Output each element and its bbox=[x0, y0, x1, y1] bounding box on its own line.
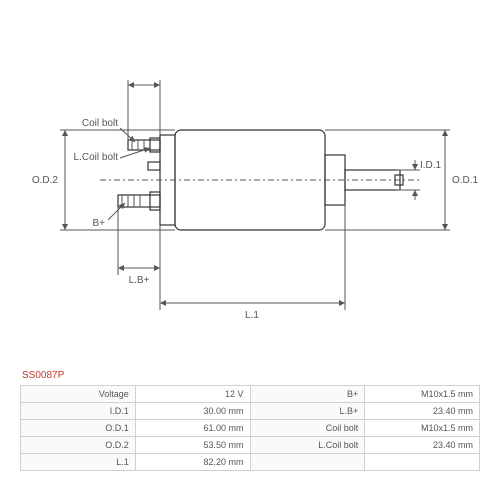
label-od2: O.D.2 bbox=[32, 175, 59, 186]
label-l1: L.1 bbox=[245, 310, 259, 321]
spec-label: I.D.1 bbox=[21, 403, 136, 420]
table-row: O.D.2 53.50 mm L.Coil bolt 23.40 mm bbox=[21, 437, 480, 454]
label-od1: O.D.1 bbox=[452, 175, 479, 186]
spec-label: O.D.1 bbox=[21, 420, 136, 437]
label-l-coil-bolt: L.Coil bolt bbox=[74, 152, 119, 163]
spec-table: Voltage 12 V B+ M10x1.5 mm I.D.1 30.00 m… bbox=[20, 385, 480, 471]
spec-label: L.1 bbox=[21, 454, 136, 471]
table-row: Voltage 12 V B+ M10x1.5 mm bbox=[21, 386, 480, 403]
table-row: L.1 82.20 mm bbox=[21, 454, 480, 471]
spec-value: 23.40 mm bbox=[365, 403, 480, 420]
spec-value: 30.00 mm bbox=[135, 403, 250, 420]
spec-value: M10x1.5 mm bbox=[365, 386, 480, 403]
label-b-plus: B+ bbox=[92, 218, 105, 229]
table-row: I.D.1 30.00 mm L.B+ 23.40 mm bbox=[21, 403, 480, 420]
table-row: O.D.1 61.00 mm Coil bolt M10x1.5 mm bbox=[21, 420, 480, 437]
spec-value bbox=[365, 454, 480, 471]
spec-label: L.B+ bbox=[250, 403, 365, 420]
spec-label: L.Coil bolt bbox=[250, 437, 365, 454]
spec-table-area: SS0087P Voltage 12 V B+ M10x1.5 mm I.D.1… bbox=[20, 370, 480, 471]
technical-drawing: O.D.2 O.D.1 I.D.1 Coil bolt L.Coil bolt … bbox=[0, 0, 500, 370]
spec-label: Coil bolt bbox=[250, 420, 365, 437]
spec-value: M10x1.5 mm bbox=[365, 420, 480, 437]
label-lb-plus: L.B+ bbox=[129, 275, 150, 286]
label-id1: I.D.1 bbox=[420, 160, 442, 171]
spec-value: 61.00 mm bbox=[135, 420, 250, 437]
spec-value: 53.50 mm bbox=[135, 437, 250, 454]
part-number: SS0087P bbox=[20, 370, 480, 381]
spec-label bbox=[250, 454, 365, 471]
spec-value: 12 V bbox=[135, 386, 250, 403]
spec-label: Voltage bbox=[21, 386, 136, 403]
spec-label: B+ bbox=[250, 386, 365, 403]
spec-value: 23.40 mm bbox=[365, 437, 480, 454]
spec-value: 82.20 mm bbox=[135, 454, 250, 471]
spec-label: O.D.2 bbox=[21, 437, 136, 454]
label-coil-bolt: Coil bolt bbox=[82, 118, 118, 129]
